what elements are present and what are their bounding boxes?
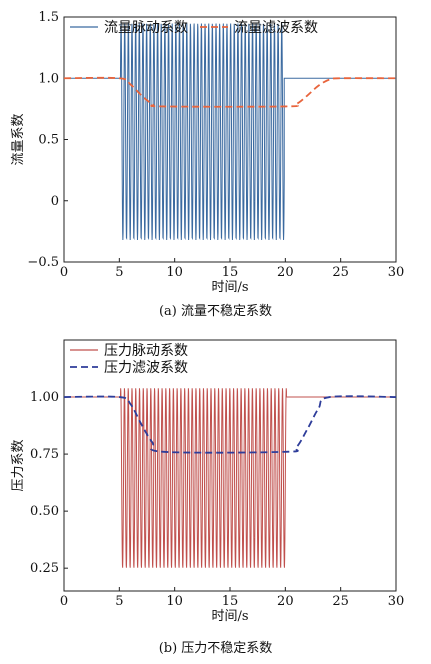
chart-b-caption: (b) 压力不稳定系数 xyxy=(158,641,273,656)
chart-a-y-tick-label-4: 1.5 xyxy=(38,10,59,25)
chart-b-y-tick-label-0: 0.25 xyxy=(30,561,59,576)
chart-a-y-tick-label-1: 0 xyxy=(51,194,59,209)
chart-b-x-axis-label: 时间/s xyxy=(211,609,248,624)
chart-b-x-tick-label-5: 25 xyxy=(332,594,349,609)
chart-b-series-filtered xyxy=(63,395,397,454)
chart-a-x-tick-label-0: 0 xyxy=(60,265,68,280)
chart-a-legend-label-0: 流量脉动系数 xyxy=(104,20,188,36)
chart-b-x-tick-label-3: 15 xyxy=(222,594,239,609)
chart-b-series-pulsation xyxy=(64,388,396,568)
chart-b-x-tick-label-2: 10 xyxy=(166,594,183,609)
chart-b-y-tick-label-2: 0.75 xyxy=(30,447,59,462)
chart-a-y-tick-label-2: 0.5 xyxy=(38,133,59,148)
chart-b-legend-label-1: 压力滤波系数 xyxy=(104,360,188,376)
chart-a-series-pulsation xyxy=(64,23,396,241)
chart-a-x-tick-label-5: 25 xyxy=(332,265,349,280)
chart-a-legend-label-1: 流量滤波系数 xyxy=(234,20,318,36)
chart-a-caption: (a) 流量不稳定系数 xyxy=(158,304,273,319)
chart-a-y-tick-label-0: −0.5 xyxy=(27,255,59,270)
chart-a-x-tick-label-6: 30 xyxy=(388,265,405,280)
chart-b-x-tick-label-4: 20 xyxy=(277,594,294,609)
chart-a-y-tick-label-3: 1.0 xyxy=(38,71,59,86)
chart-pressure-coefficient: 0 5 10 15 20 25 30 0.25 0.50 0.75 1.00 时间/s 压力系数 压力脉动… xyxy=(11,339,405,624)
chart-flow-coefficient: 0 5 10 15 20 25 30−0.500.51.01.5时间/s流量系数流量脉动系数… xyxy=(11,10,405,295)
chart-a-x-tick-label-3: 15 xyxy=(222,265,239,280)
chart-b-y-tick-label-1: 0.50 xyxy=(30,504,59,519)
chart-a-x-tick-label-1: 5 xyxy=(115,265,123,280)
chart-b-x-tick-label-0: 0 xyxy=(60,594,68,609)
chart-b-y-tick-label-3: 1.00 xyxy=(30,390,59,405)
chart-b-x-tick-label-1: 5 xyxy=(115,594,123,609)
chart-a-x-tick-label-4: 20 xyxy=(277,265,294,280)
chart-b-x-tick-label-6: 30 xyxy=(388,594,405,609)
chart-b-y-axis-label: 压力系数 xyxy=(11,439,26,491)
chart-a-series-filtered xyxy=(63,76,397,108)
chart-b-legend-label-0: 压力脉动系数 xyxy=(104,343,188,359)
chart-a-x-tick-label-2: 10 xyxy=(166,265,183,280)
chart-a-x-axis-label: 时间/s xyxy=(211,280,248,295)
chart-b-plot-frame xyxy=(63,339,397,592)
chart-a-y-axis-label: 流量系数 xyxy=(11,113,26,165)
